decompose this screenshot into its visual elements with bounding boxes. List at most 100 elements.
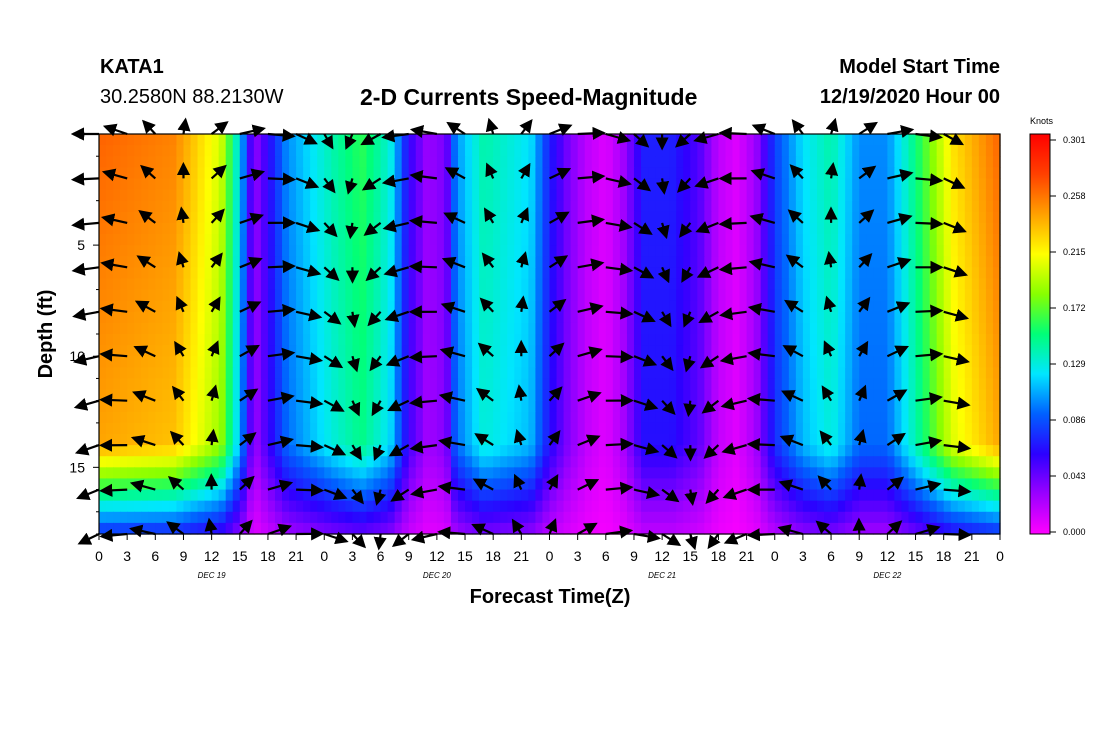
heatmap-cell [465, 156, 473, 168]
current-vector [101, 168, 128, 182]
heatmap-cell [873, 500, 881, 513]
heatmap-cell [711, 322, 720, 335]
heatmap-cell [183, 200, 192, 213]
heatmap-cell [169, 134, 178, 146]
heatmap-cell [901, 489, 910, 502]
heatmap-cell [317, 322, 325, 335]
heatmap-cell [401, 411, 410, 424]
heatmap-cell [908, 334, 917, 346]
heatmap-cell [957, 300, 966, 313]
heatmap-cell [211, 378, 220, 391]
heatmap-cell [514, 322, 522, 335]
heatmap-cell [612, 300, 621, 313]
heatmap-cell [106, 478, 114, 491]
heatmap-cell [303, 478, 311, 491]
heatmap-cell [239, 489, 248, 502]
heatmap-cell [887, 434, 896, 446]
heatmap-cell [253, 178, 262, 191]
heatmap-cell [218, 467, 227, 480]
heatmap-cell [633, 400, 642, 413]
heatmap-cell [408, 334, 417, 346]
heatmap-cell [915, 422, 924, 435]
heatmap-cell [493, 500, 501, 513]
heatmap-cell [795, 145, 804, 157]
heatmap-cell [563, 311, 572, 324]
heatmap-cell [267, 367, 276, 380]
heatmap-cell [971, 245, 980, 257]
heatmap-cell [577, 511, 586, 524]
heatmap-cell [521, 311, 529, 324]
heatmap-cell [605, 245, 614, 257]
model-start-value: 12/19/2020 Hour 00 [819, 86, 1000, 108]
heatmap-cell [204, 422, 213, 435]
heatmap-cell [732, 278, 741, 291]
heatmap-cell [338, 456, 346, 468]
heatmap-cell [725, 411, 734, 424]
heatmap-cell [521, 189, 529, 202]
heatmap-cell [331, 278, 339, 291]
current-vector [605, 350, 634, 364]
heatmap-cell [162, 156, 170, 168]
heatmap-cell [239, 189, 248, 202]
current-vector [577, 522, 598, 535]
heatmap-cell [366, 378, 375, 391]
current-vector [369, 355, 383, 372]
heatmap-cell [873, 234, 881, 246]
heatmap-cell [880, 178, 888, 191]
current-vector [778, 479, 804, 492]
heatmap-cell [816, 289, 825, 302]
heatmap-cell [612, 400, 621, 413]
heatmap-cell [859, 511, 867, 524]
heatmap-cell [528, 434, 537, 446]
heatmap-cell [148, 456, 156, 468]
heatmap-cell [985, 500, 994, 513]
heatmap-cell [429, 345, 438, 357]
heatmap-cell [788, 467, 797, 480]
heatmap-cell [788, 445, 797, 457]
heatmap-cell [507, 278, 515, 291]
heatmap-cell [718, 367, 727, 380]
heatmap-cell [260, 422, 269, 435]
heatmap-cell [99, 356, 107, 368]
heatmap-cell [345, 411, 354, 424]
heatmap-cell [683, 522, 691, 535]
heatmap-cell [232, 445, 241, 457]
heatmap-cell [683, 211, 691, 224]
heatmap-cell [500, 445, 508, 457]
heatmap-cell [563, 222, 572, 235]
heatmap-cell [612, 334, 621, 346]
current-vector [853, 473, 867, 490]
heatmap-cell [282, 322, 290, 335]
current-vector [361, 177, 382, 191]
heatmap-cell [824, 456, 832, 468]
heatmap-cell [535, 234, 544, 246]
heatmap-cell [359, 422, 368, 435]
heatmap-cell [500, 234, 508, 246]
heatmap-cell [507, 289, 515, 302]
current-vector [385, 354, 410, 367]
heatmap-cell [732, 478, 741, 491]
heatmap-cell [324, 400, 332, 413]
heatmap-cell [887, 456, 896, 468]
heatmap-cell [127, 345, 135, 357]
heatmap-cell [711, 389, 720, 402]
heatmap-cell [852, 222, 860, 235]
heatmap-cell [845, 311, 853, 324]
heatmap-cell [521, 222, 529, 235]
heatmap-cell [401, 200, 410, 213]
heatmap-cell [120, 256, 128, 268]
heatmap-cell [943, 445, 952, 457]
heatmap-cell [113, 400, 121, 413]
heatmap-cell [922, 411, 931, 424]
current-vector [777, 524, 804, 537]
heatmap-cell [267, 289, 276, 302]
heatmap-cell [978, 267, 987, 280]
current-vector [886, 476, 905, 491]
heatmap-cell [155, 245, 163, 257]
heatmap-cell [605, 300, 614, 313]
heatmap-cell [936, 256, 945, 268]
heatmap-cell [345, 500, 354, 513]
heatmap-cell [394, 411, 403, 424]
heatmap-cell [162, 167, 170, 180]
heatmap-cell [148, 345, 156, 357]
